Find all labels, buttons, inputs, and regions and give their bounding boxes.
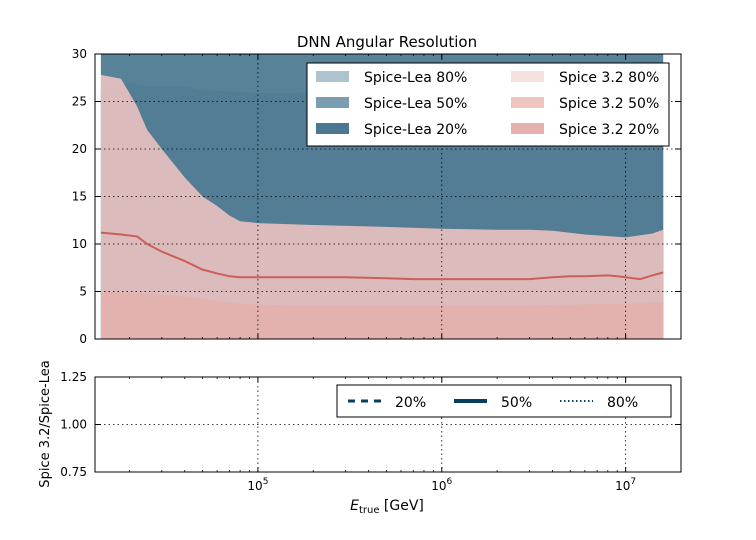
top-legend: Spice-Lea 80% Spice-Lea 50% Spice-Lea 20% S… (306, 62, 670, 147)
bottom-legend-box (336, 384, 672, 418)
bottom-y-tick-label: 1.00 (60, 418, 87, 432)
ratio-legend-item-20: 20% (348, 395, 426, 411)
legend-swatch (316, 71, 349, 82)
line-series-6 (100, 231, 664, 281)
legend-swatch (511, 97, 544, 108)
area-spice-3-2-50 (100, 74, 664, 340)
legend-item-spice-3-2-50: Spice 3.2 50% (511, 96, 659, 112)
top-series-line (100, 231, 664, 281)
legend-item-spice-3-2-20: Spice 3.2 20% (511, 122, 659, 138)
bottom-y-tick-label: 0.75 (60, 465, 87, 479)
legend-label: Spice-Lea 80% (364, 70, 467, 86)
top-y-tick-label: 25 (72, 95, 87, 109)
bottom-panel: 0.75 1.00 1.25 105 106 107 Spice 3.2/Spice-L… (38, 360, 682, 493)
legend-item-spice-lea-20: Spice-Lea 20% (316, 122, 467, 138)
top-y-tick-label: 5 (79, 285, 87, 299)
legend-label: Spice 3.2 20% (559, 122, 659, 138)
legend-swatch (316, 97, 349, 108)
legend-label: Spice-Lea 20% (364, 122, 467, 138)
bottom-y-axis-label: Spice 3.2/Spice-Lea (38, 360, 53, 487)
ratio-legend-item-50: 50% (454, 395, 532, 411)
legend-label: Spice 3.2 80% (559, 70, 659, 86)
legend-item-spice-lea-50: Spice-Lea 50% (316, 96, 467, 112)
legend-swatch (316, 123, 349, 134)
area-spice-3-2-20 (100, 291, 664, 339)
x-tick-label: 106 (431, 477, 452, 493)
bottom-legend: 20% 50% 80% (336, 384, 672, 418)
x-axis-label: Etrue [GeV] (350, 498, 424, 516)
x-tick-label: 105 (247, 477, 268, 493)
x-axis-label-rest: [GeV] (379, 498, 423, 514)
bottom-x-axis: 105 106 107 (128, 377, 682, 493)
ratio-legend-label: 20% (395, 395, 426, 411)
chart-title: DNN Angular Resolution (297, 33, 477, 51)
ratio-legend-label: 50% (501, 395, 532, 411)
x-axis-label-sub: true (359, 505, 380, 516)
top-y-tick-label: 15 (72, 190, 87, 204)
legend-item-spice-3-2-80: Spice 3.2 80% (511, 70, 659, 86)
ratio-legend-item-80: 80% (560, 395, 638, 411)
x-axis-label-main: E (350, 498, 359, 514)
bottom-y-tick-label: 1.25 (60, 370, 87, 384)
legend-item-spice-lea-80: Spice-Lea 80% (316, 70, 467, 86)
top-legend-box (306, 62, 670, 147)
legend-swatch (511, 123, 544, 134)
top-x-ticks (128, 54, 682, 339)
legend-label: Spice-Lea 50% (364, 96, 467, 112)
top-y-tick-label: 30 (72, 47, 87, 61)
x-tick-label: 107 (615, 477, 636, 493)
legend-label: Spice 3.2 50% (559, 96, 659, 112)
ratio-legend-label: 80% (607, 395, 638, 411)
top-y-axis: 0 5 10 15 20 25 30 (72, 47, 681, 346)
bottom-y-axis: 0.75 1.00 1.25 (60, 370, 681, 479)
top-y-tick-label: 0 (79, 332, 87, 346)
top-y-tick-label: 20 (72, 142, 87, 156)
top-y-tick-label: 10 (72, 237, 87, 251)
legend-swatch (511, 71, 544, 82)
